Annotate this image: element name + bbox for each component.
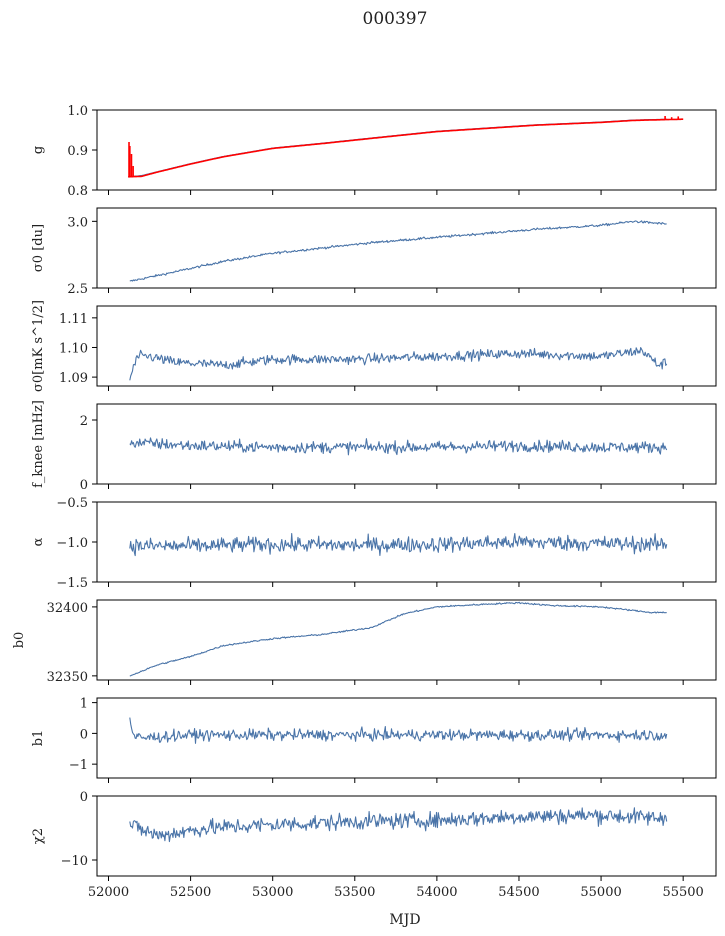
subplots: 0.8 0.9 1.0 g 2.5 3.0 σ0 [du] 1.09 1.10 1.11 σ0[mK… — [12, 104, 717, 881]
y-tick-label: 1 — [80, 697, 88, 712]
series-line — [129, 533, 668, 557]
subplot-8: −10 0 χ2 — [31, 790, 717, 881]
figure-title: 000397 — [363, 9, 428, 29]
plot-frame — [96, 501, 717, 583]
x-tick-label: 52500 — [170, 885, 211, 900]
plot-frame — [96, 697, 717, 779]
shared-x-axis: 52000 52500 53000 53500 54000 54500 55000 55500 — [88, 885, 704, 900]
x-tick-label: 53000 — [252, 885, 293, 900]
series-line — [129, 601, 667, 677]
y-tick-label: −1 — [69, 758, 88, 773]
y-tick-label: 2 — [80, 414, 88, 429]
y-tick-label: 1.11 — [59, 312, 88, 327]
subplot-3: 1.09 1.10 1.11 σ0[mK s^1/2] — [31, 300, 717, 392]
y-tick-label: 1.09 — [59, 371, 88, 386]
subplot-4: 0 2 f_knee [mHz] — [31, 400, 717, 493]
x-axis-label: MJD — [389, 912, 420, 928]
plot-frame — [96, 305, 717, 387]
y-tick-label: 32350 — [47, 670, 88, 685]
y-tick-label: 0 — [80, 478, 88, 493]
plot-frame — [96, 403, 717, 485]
plot-frame — [96, 207, 717, 289]
y-axis-label: b1 — [31, 730, 46, 747]
y-tick-label: 0 — [80, 727, 88, 742]
series-line — [128, 118, 684, 178]
plot-frame — [96, 795, 717, 877]
series-line — [129, 220, 667, 282]
subplot-6: 32350 32400 b0 — [12, 599, 717, 685]
y-axis-label: α — [31, 537, 46, 546]
x-tick-label: 55000 — [580, 885, 621, 900]
x-tick-label: 53500 — [334, 885, 375, 900]
y-tick-label: 1.0 — [67, 104, 88, 119]
series-line — [129, 347, 668, 381]
subplot-1: 0.8 0.9 1.0 g — [31, 104, 717, 199]
y-tick-label: −0.5 — [56, 496, 88, 511]
x-tick-label: 52000 — [88, 885, 129, 900]
y-tick-label: 0 — [80, 790, 88, 805]
series-line — [129, 717, 668, 744]
y-axis-label: g — [31, 146, 46, 154]
subplot-5: −1.5 −1.0 −0.5 α — [31, 496, 717, 591]
y-tick-label: −10 — [61, 854, 88, 869]
x-tick-label: 55500 — [662, 885, 703, 900]
series-line — [129, 437, 668, 456]
subplot-7: −1 0 1 b1 — [31, 697, 717, 783]
y-axis-label: σ0[mK s^1/2] — [31, 300, 46, 392]
y-tick-label: 0.8 — [67, 184, 88, 199]
plot-frame — [96, 599, 717, 681]
plot-frame — [96, 109, 717, 191]
series-line — [128, 118, 667, 178]
y-axis-label: f_knee [mHz] — [31, 400, 46, 488]
series-line — [129, 807, 668, 843]
x-tick-label: 54500 — [498, 885, 539, 900]
y-axis-label: b0 — [12, 632, 27, 649]
y-tick-label: 1.10 — [59, 341, 88, 356]
y-tick-label: 0.9 — [67, 144, 88, 159]
y-axis-label: χ2 — [31, 828, 46, 844]
y-tick-label: 3.0 — [67, 215, 88, 230]
y-tick-label: −1.0 — [56, 536, 88, 551]
y-tick-label: −1.5 — [56, 576, 88, 591]
y-tick-label: 2.5 — [67, 282, 88, 297]
y-tick-label: 32400 — [47, 601, 88, 616]
x-tick-label: 54000 — [416, 885, 457, 900]
y-axis-label: σ0 [du] — [31, 224, 46, 272]
subplot-2: 2.5 3.0 σ0 [du] — [31, 207, 717, 297]
